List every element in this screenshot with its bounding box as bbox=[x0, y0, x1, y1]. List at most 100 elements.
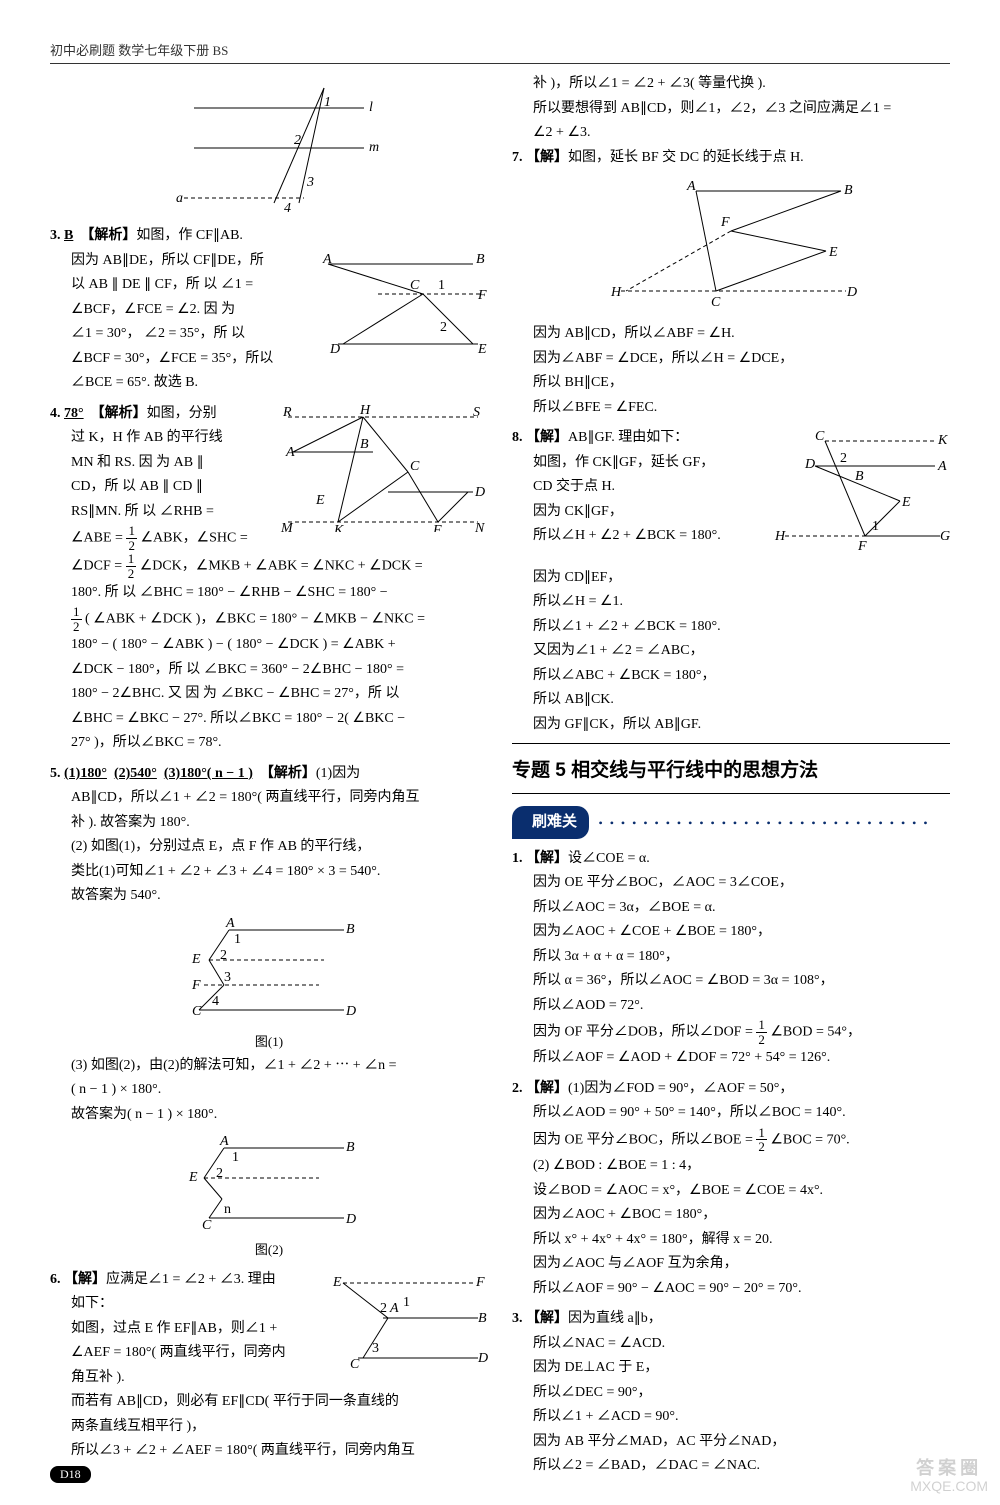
watermark-en: MXQE.COM bbox=[910, 1479, 988, 1494]
q5-p3: 补 ). 故答案为 180°. bbox=[50, 811, 488, 836]
q5-a3: (3)180°( n − 1 ) bbox=[164, 766, 253, 781]
r3-l7: 所以∠2 = ∠BAD，∠DAC = ∠NAC. bbox=[512, 1454, 950, 1479]
r1-l8a: 因为 OF 平分∠DOB，所以∠DOF = bbox=[533, 1024, 756, 1039]
q5-p6: 故答案为 540°. bbox=[50, 884, 488, 909]
svg-text:2: 2 bbox=[840, 451, 847, 466]
r2-l9: 所以∠AOF = 90° − ∠AOC = 90° − 20° = 70°. bbox=[512, 1277, 950, 1302]
cont-l2: 所以要想得到 AB∥CD，则∠1，∠2，∠3 之间应满足∠1 = bbox=[512, 97, 950, 122]
brush-badge: 刷难关 bbox=[512, 806, 589, 838]
r2-l8: 因为∠AOC 与∠AOF 互为余角， bbox=[512, 1252, 950, 1277]
r1-number: 1. bbox=[512, 851, 523, 866]
q6-l6: 而若有 AB∥CD，则必有 EF∥CD( 平行于同一条直线的 bbox=[50, 1390, 488, 1415]
svg-text:2: 2 bbox=[294, 133, 301, 148]
svg-text:A: A bbox=[225, 916, 235, 931]
q7-l2: 因为 AB∥CD，所以∠ABF = ∠H. bbox=[512, 322, 950, 347]
topic-title: 专题 5 相交线与平行线中的思想方法 bbox=[512, 754, 950, 787]
r1-l9: 所以∠AOF = ∠AOD + ∠DOF = 72° + 54° = 126°. bbox=[512, 1046, 950, 1071]
q5-p7: (3) 如图(2)，由(2)的解法可知，∠1 + ∠2 + ⋯ + ∠n = bbox=[50, 1054, 488, 1079]
section-rule bbox=[512, 743, 950, 744]
svg-text:4: 4 bbox=[212, 994, 219, 1009]
svg-text:1: 1 bbox=[403, 1295, 410, 1310]
svg-text:2: 2 bbox=[220, 948, 227, 963]
r3-l3: 因为 DE⊥AC 于 E， bbox=[512, 1356, 950, 1381]
r2-l6: 因为∠AOC + ∠BOC = 180°， bbox=[512, 1203, 950, 1228]
left-column: l m 1 2 3 4 a 3. B 【解析】如图，作 CF∥AB. bbox=[50, 72, 488, 1485]
svg-text:D: D bbox=[474, 485, 485, 500]
q7-tag: 【解】 bbox=[526, 150, 568, 165]
r2-l7: 所以 x° + 4x° + 4x° = 180°，解得 x = 20. bbox=[512, 1228, 950, 1253]
q4-number: 4. bbox=[50, 406, 61, 421]
svg-text:K: K bbox=[333, 523, 344, 532]
q5-a2: (2)540° bbox=[114, 766, 157, 781]
q8-l8: 所以∠1 + ∠2 + ∠BCK = 180°. bbox=[512, 615, 950, 640]
q8-l6: 因为 CD∥EF， bbox=[512, 566, 950, 591]
q5-p9: 故答案为( n − 1 ) × 180°. bbox=[50, 1103, 488, 1128]
svg-text:a: a bbox=[176, 191, 183, 206]
r1-l2: 因为 OE 平分∠BOC，∠AOC = 3∠COE， bbox=[512, 871, 950, 896]
q6-tag: 【解】 bbox=[64, 1272, 106, 1287]
figure-q6: E F A B C D 1 2 3 bbox=[328, 1268, 488, 1378]
page-header: 初中必刷题 数学七年级下册 BS bbox=[50, 40, 950, 64]
figure-q5-1: A B E F C D 1 2 3 4 bbox=[174, 915, 364, 1025]
q7-number: 7. bbox=[512, 150, 523, 165]
svg-text:H: H bbox=[359, 403, 371, 418]
svg-text:B: B bbox=[844, 183, 853, 198]
r3-l2: 所以∠NAC = ∠ACD. bbox=[512, 1332, 950, 1357]
svg-text:m: m bbox=[369, 140, 379, 155]
svg-text:C: C bbox=[350, 1357, 360, 1372]
q5-p1: (1)因为 bbox=[316, 766, 360, 781]
svg-text:3: 3 bbox=[224, 970, 231, 985]
r2-tag: 【解】 bbox=[526, 1081, 568, 1096]
svg-text:4: 4 bbox=[284, 201, 291, 216]
svg-text:R: R bbox=[282, 405, 292, 420]
q8-l1: AB∥GF. 理由如下： bbox=[568, 430, 688, 445]
svg-text:A: A bbox=[686, 179, 696, 194]
question-8: C K D A B E H F G 1 2 8. 【解】AB∥ bbox=[512, 426, 950, 737]
svg-text:B: B bbox=[478, 1311, 487, 1326]
svg-text:E: E bbox=[188, 1170, 198, 1185]
q8-l10: 所以∠ABC + ∠BCK = 180°， bbox=[512, 664, 950, 689]
q4-tag: 【解析】 bbox=[91, 406, 147, 421]
page-number: D18 bbox=[50, 1466, 91, 1483]
svg-text:F: F bbox=[857, 539, 867, 554]
svg-text:F: F bbox=[475, 1275, 485, 1290]
q4-l10: 180° − ( 180° − ∠ABK ) − ( 180° − ∠DCK )… bbox=[50, 633, 488, 658]
r3-tag: 【解】 bbox=[526, 1311, 568, 1326]
fig2-cap: 图(2) bbox=[50, 1239, 488, 1262]
svg-text:F: F bbox=[720, 215, 730, 230]
question-7: 7. 【解】如图，延长 BF 交 DC 的延长线于点 H. A B bbox=[512, 146, 950, 421]
svg-text:3: 3 bbox=[372, 1341, 379, 1356]
right-column: 补 )，所以∠1 = ∠2 + ∠3( 等量代换 ). 所以要想得到 AB∥CD… bbox=[512, 72, 950, 1485]
r1-l3: 所以∠AOC = 3α，∠BOE = α. bbox=[512, 896, 950, 921]
q3-tag: 【解析】 bbox=[80, 228, 136, 243]
q4-answer: 78° bbox=[64, 406, 84, 421]
svg-text:A: A bbox=[219, 1134, 229, 1149]
svg-text:1: 1 bbox=[232, 1150, 239, 1165]
q6-l1: 应满足∠1 = ∠2 + ∠3. 理由 bbox=[106, 1272, 276, 1287]
q5-p4: (2) 如图(1)，分别过点 E，点 F 作 AB 的平行线， bbox=[50, 835, 488, 860]
r2-l3b: ∠BOC = 70°. bbox=[770, 1132, 849, 1147]
svg-text:E: E bbox=[332, 1275, 342, 1290]
q7-l1: 如图，延长 BF 交 DC 的延长线于点 H. bbox=[568, 150, 804, 165]
page: 初中必刷题 数学七年级下册 BS l m 1 2 3 4 a bbox=[0, 0, 1000, 1505]
section-rule-2 bbox=[512, 793, 950, 794]
svg-text:A: A bbox=[937, 459, 947, 474]
r3-l4: 所以∠DEC = 90°， bbox=[512, 1381, 950, 1406]
q5-number: 5. bbox=[50, 766, 61, 781]
figure-q7: A B F E H C D bbox=[601, 176, 861, 316]
svg-text:D: D bbox=[477, 1351, 488, 1366]
figure-q3: A B C F D E 1 2 bbox=[318, 249, 488, 359]
q6-l8: 所以∠3 + ∠2 + ∠AEF = 180°( 两直线平行，同旁内角互 bbox=[50, 1439, 488, 1464]
svg-text:E: E bbox=[901, 495, 911, 510]
svg-text:2: 2 bbox=[440, 320, 447, 335]
svg-text:1: 1 bbox=[234, 932, 241, 947]
svg-text:3: 3 bbox=[306, 175, 314, 190]
q6-number: 6. bbox=[50, 1272, 61, 1287]
svg-text:C: C bbox=[192, 1004, 202, 1019]
q4-l9b: ( ∠ABK + ∠DCK )，∠BKC = 180° − ∠MKB − ∠NK… bbox=[85, 611, 425, 626]
question-4: R H S A B C D E M K F N 4. bbox=[50, 402, 488, 756]
r-question-2: 2. 【解】(1)因为∠FOD = 90°，∠AOF = 50°， 所以∠AOD… bbox=[512, 1077, 950, 1301]
q4-l7a: ∠DCF = bbox=[71, 559, 126, 574]
q8-l7: 所以∠H = ∠1. bbox=[512, 590, 950, 615]
r1-tag: 【解】 bbox=[526, 851, 568, 866]
